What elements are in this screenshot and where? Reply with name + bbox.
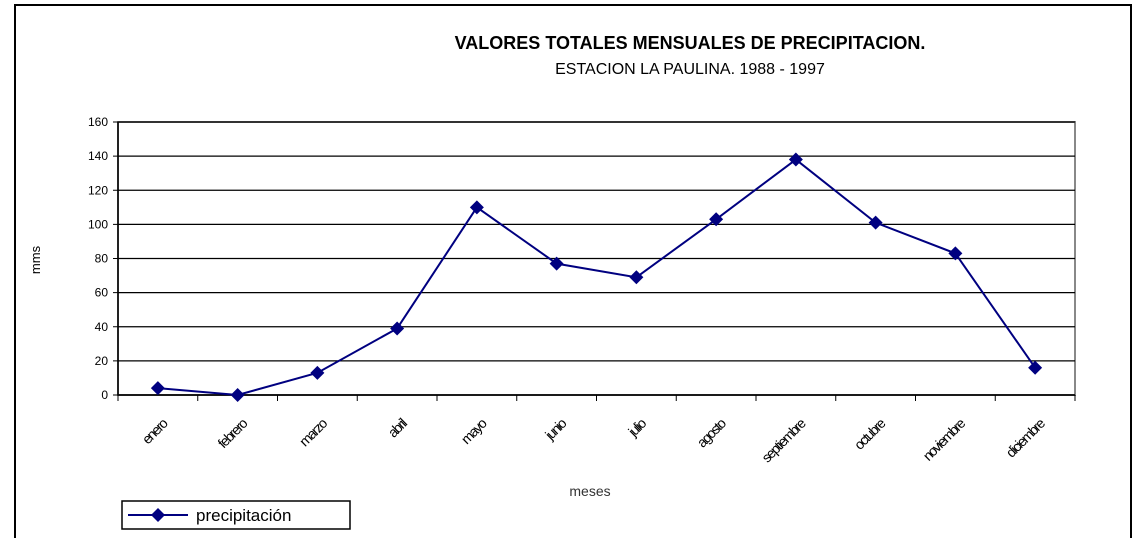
y-tick-label: 160 — [88, 115, 108, 129]
y-tick-label: 140 — [88, 149, 108, 163]
x-tick-label: enero — [139, 415, 172, 448]
y-tick-label: 60 — [95, 286, 109, 300]
data-point — [948, 246, 963, 261]
y-tick-label: 120 — [88, 183, 108, 197]
series-line — [157, 158, 1036, 397]
legend-label: precipitación — [196, 506, 291, 525]
x-tick-label: mayo — [458, 415, 490, 447]
data-point — [230, 388, 245, 402]
x-tick-label: abril — [385, 415, 411, 441]
x-tick-label: junio — [541, 415, 570, 444]
data-point — [629, 270, 644, 285]
legend-marker — [151, 508, 165, 522]
data-point — [868, 215, 883, 230]
y-tick-label: 40 — [95, 320, 109, 334]
x-axis-label: meses — [569, 483, 610, 499]
y-tick-label: 100 — [88, 217, 108, 231]
x-tick-label: diciembre — [1003, 415, 1049, 461]
data-point — [788, 152, 803, 167]
chart-title: VALORES TOTALES MENSUALES DE PRECIPITACI… — [455, 33, 926, 53]
y-axis-label: mms — [28, 245, 43, 274]
x-tick-label: febrero — [214, 415, 250, 451]
x-tick-label: octubre — [851, 415, 889, 453]
y-tick-label: 20 — [95, 354, 109, 368]
data-point — [469, 200, 484, 215]
x-tick-label: julio — [624, 415, 650, 441]
y-tick-label: 80 — [95, 252, 109, 266]
data-point — [549, 256, 564, 271]
data-point — [150, 381, 165, 396]
x-tick-label: marzo — [296, 415, 331, 450]
x-tick-label: agosto — [694, 415, 730, 451]
chart-subtitle: ESTACION LA PAULINA. 1988 - 1997 — [555, 61, 825, 78]
frame — [14, 4, 1132, 538]
x-tick-label: noviembre — [920, 415, 969, 464]
y-tick-label: 0 — [101, 388, 108, 402]
data-point — [709, 212, 724, 227]
data-point — [1028, 360, 1043, 375]
data-point — [310, 365, 325, 380]
x-tick-label: septiembre — [758, 415, 809, 466]
data-point — [390, 321, 405, 336]
